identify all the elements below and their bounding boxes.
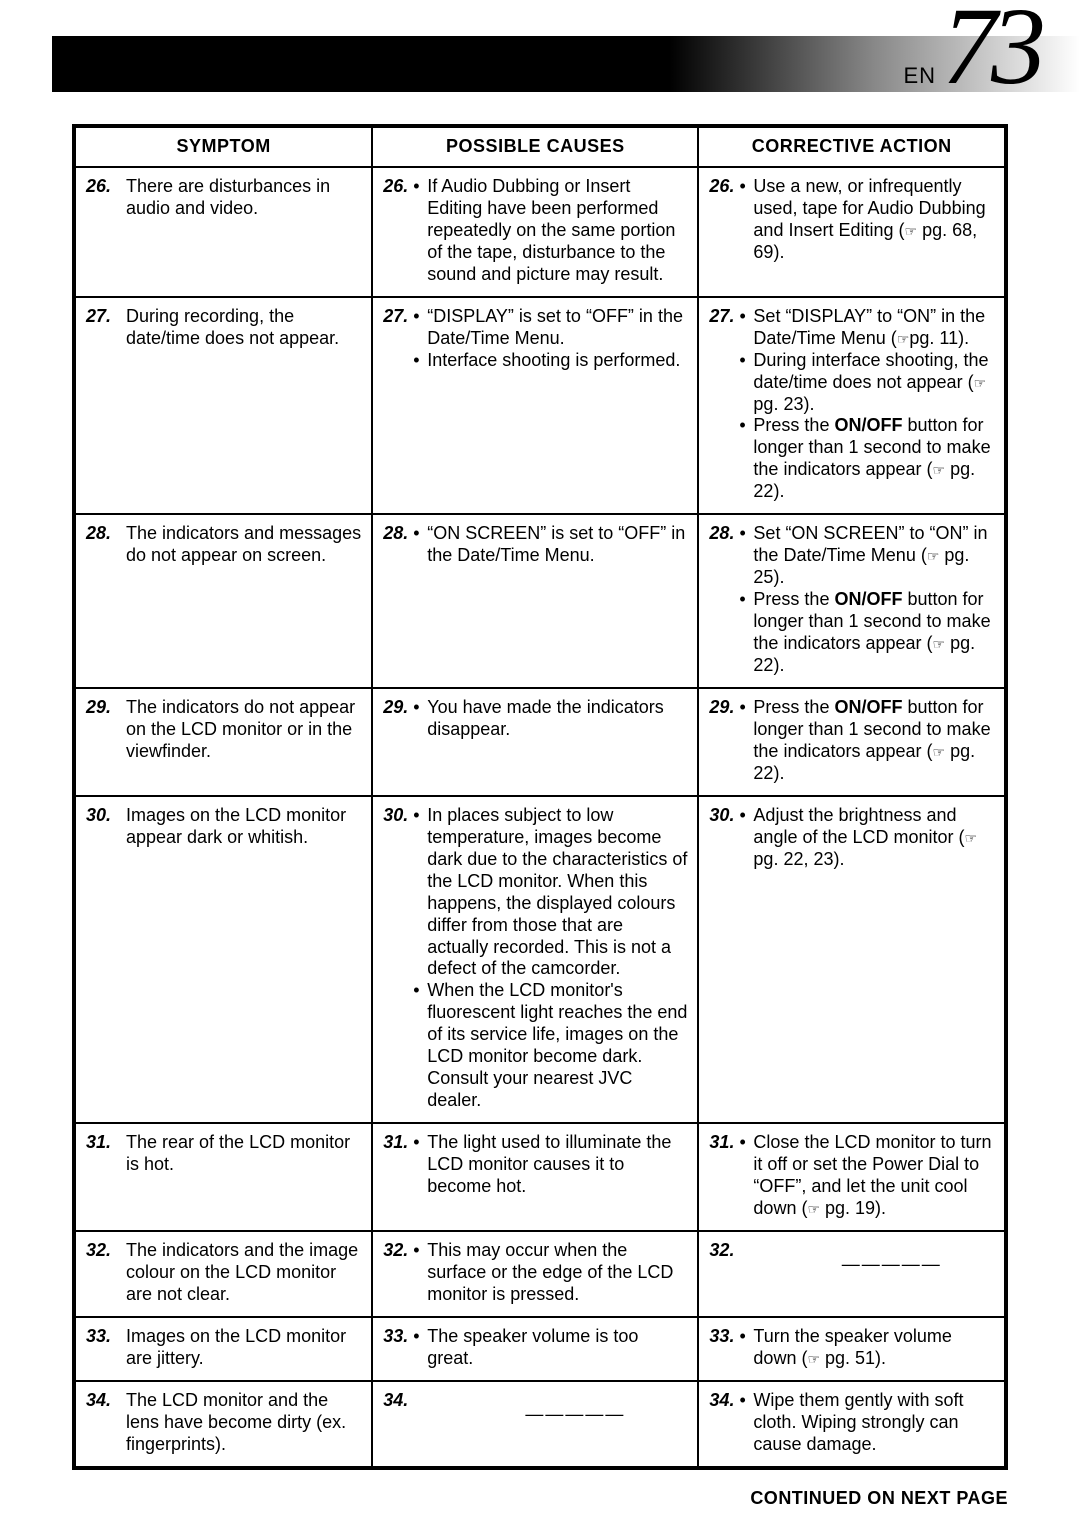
action-cell: 27. • Set “DISPLAY” to “ON” in the Date/… — [698, 297, 1006, 515]
cause-item: 30. • In places subject to low temperatu… — [383, 805, 687, 981]
action-cell: 29. • Press the ON/OFF button for longer… — [698, 688, 1006, 796]
cause-item: 27. • “DISPLAY” is set to “OFF” in the D… — [383, 306, 687, 350]
cause-item: 26. • If Audio Dubbing or Insert Editing… — [383, 176, 687, 286]
causes-cell: 29. • You have made the indicators disap… — [372, 688, 698, 796]
action-item: • During interface shooting, the date/ti… — [709, 350, 994, 416]
symptom-text: 29. The indicators do not appear on the … — [86, 697, 361, 763]
troubleshooting-table: SYMPTOM POSSIBLE CAUSES CORRECTIVE ACTIO… — [72, 124, 1008, 1470]
cause-item: • Interface shooting is performed. — [383, 350, 687, 372]
action-item: 31. • Close the LCD monitor to turn it o… — [709, 1132, 994, 1220]
symptom-cell: 33. Images on the LCD monitor are jitter… — [74, 1317, 372, 1381]
symptom-cell: 30. Images on the LCD monitor appear dar… — [74, 796, 372, 1123]
action-empty: 32.————— — [709, 1240, 994, 1276]
page-number-block: EN 73 — [903, 2, 1040, 90]
symptom-text: 31. The rear of the LCD monitor is hot. — [86, 1132, 361, 1176]
action-cell: 28. • Set “ON SCREEN” to “ON” in the Dat… — [698, 514, 1006, 688]
action-item: 29. • Press the ON/OFF button for longer… — [709, 697, 994, 785]
cause-item: • When the LCD monitor's fluorescent lig… — [383, 980, 687, 1112]
action-cell: 33. • Turn the speaker volume down (☞ pg… — [698, 1317, 1006, 1381]
causes-cell: 28. • “ON SCREEN” is set to “OFF” in the… — [372, 514, 698, 688]
table-row: 31. The rear of the LCD monitor is hot. 3… — [74, 1123, 1006, 1231]
action-cell: 26. • Use a new, or infrequently used, t… — [698, 167, 1006, 297]
symptom-text: 30. Images on the LCD monitor appear dar… — [86, 805, 361, 849]
table-row: 28. The indicators and messages do not a… — [74, 514, 1006, 688]
action-item: 33. • Turn the speaker volume down (☞ pg… — [709, 1326, 994, 1370]
action-item: 27. • Set “DISPLAY” to “ON” in the Date/… — [709, 306, 994, 350]
symptom-cell: 32. The indicators and the image colour … — [74, 1231, 372, 1317]
action-item: • Press the ON/OFF button for longer tha… — [709, 415, 994, 503]
symptom-text: 33. Images on the LCD monitor are jitter… — [86, 1326, 361, 1370]
cause-item: 29. • You have made the indicators disap… — [383, 697, 687, 741]
cause-item: 31. • The light used to illuminate the L… — [383, 1132, 687, 1198]
table-row: 34. The LCD monitor and the lens have be… — [74, 1381, 1006, 1468]
symptom-text: 32. The indicators and the image colour … — [86, 1240, 361, 1306]
causes-cell: 30. • In places subject to low temperatu… — [372, 796, 698, 1123]
action-cell: 34. • Wipe them gently with soft cloth. … — [698, 1381, 1006, 1468]
table-row: 30. Images on the LCD monitor appear dar… — [74, 796, 1006, 1123]
table-row: 27. During recording, the date/time does… — [74, 297, 1006, 515]
symptom-cell: 29. The indicators do not appear on the … — [74, 688, 372, 796]
cause-item: 28. • “ON SCREEN” is set to “OFF” in the… — [383, 523, 687, 567]
symptom-cell: 27. During recording, the date/time does… — [74, 297, 372, 515]
causes-cell: 34.————— — [372, 1381, 698, 1468]
symptom-text: 34. The LCD monitor and the lens have be… — [86, 1390, 361, 1456]
action-item: 28. • Set “ON SCREEN” to “ON” in the Dat… — [709, 523, 994, 589]
table-header-row: SYMPTOM POSSIBLE CAUSES CORRECTIVE ACTIO… — [74, 126, 1006, 167]
causes-cell: 26. • If Audio Dubbing or Insert Editing… — [372, 167, 698, 297]
action-cell: 31. • Close the LCD monitor to turn it o… — [698, 1123, 1006, 1231]
table-row: 33. Images on the LCD monitor are jitter… — [74, 1317, 1006, 1381]
table-row: 29. The indicators do not appear on the … — [74, 688, 1006, 796]
header-symptom: SYMPTOM — [74, 126, 372, 167]
continued-label: CONTINUED ON NEXT PAGE — [750, 1488, 1008, 1509]
symptom-cell: 28. The indicators and messages do not a… — [74, 514, 372, 688]
causes-cell: 33. • The speaker volume is too great. — [372, 1317, 698, 1381]
symptom-cell: 26. There are disturbances in audio and … — [74, 167, 372, 297]
en-label: EN — [903, 63, 936, 89]
table-row: 32. The indicators and the image colour … — [74, 1231, 1006, 1317]
symptom-text: 28. The indicators and messages do not a… — [86, 523, 361, 567]
action-cell: 30. • Adjust the brightness and angle of… — [698, 796, 1006, 1123]
table-row: 26. There are disturbances in audio and … — [74, 167, 1006, 297]
causes-empty: 34.————— — [383, 1390, 687, 1426]
page-number: 73 — [942, 2, 1040, 90]
causes-cell: 31. • The light used to illuminate the L… — [372, 1123, 698, 1231]
header-action: CORRECTIVE ACTION — [698, 126, 1006, 167]
causes-cell: 32. • This may occur when the surface or… — [372, 1231, 698, 1317]
action-item: • Press the ON/OFF button for longer tha… — [709, 589, 994, 677]
causes-cell: 27. • “DISPLAY” is set to “OFF” in the D… — [372, 297, 698, 515]
symptom-text: 26. There are disturbances in audio and … — [86, 176, 361, 220]
symptom-text: 27. During recording, the date/time does… — [86, 306, 361, 350]
cause-item: 32. • This may occur when the surface or… — [383, 1240, 687, 1306]
action-item: 30. • Adjust the brightness and angle of… — [709, 805, 994, 871]
symptom-cell: 31. The rear of the LCD monitor is hot. — [74, 1123, 372, 1231]
action-cell: 32.————— — [698, 1231, 1006, 1317]
action-item: 34. • Wipe them gently with soft cloth. … — [709, 1390, 994, 1456]
cause-item: 33. • The speaker volume is too great. — [383, 1326, 687, 1370]
symptom-cell: 34. The LCD monitor and the lens have be… — [74, 1381, 372, 1468]
header-causes: POSSIBLE CAUSES — [372, 126, 698, 167]
action-item: 26. • Use a new, or infrequently used, t… — [709, 176, 994, 264]
